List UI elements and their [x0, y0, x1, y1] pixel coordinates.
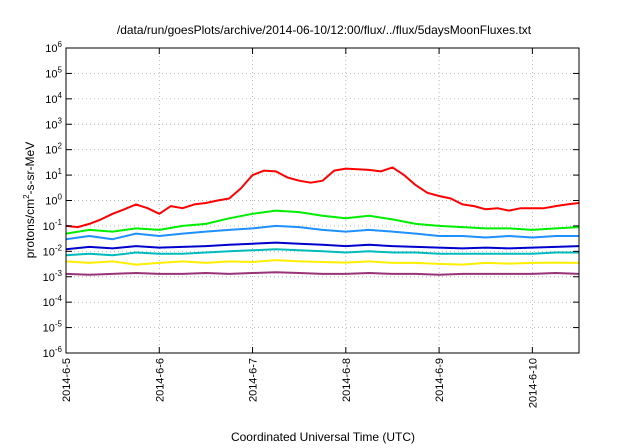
axis-ticks: [65, 47, 579, 354]
y-tick-base: 10: [45, 43, 57, 55]
y-tick-exp: -5: [55, 320, 63, 329]
y-tick-label: 10-5: [43, 320, 63, 335]
y-tick-exp: -1: [55, 218, 63, 227]
y-tick-base: 10: [43, 272, 55, 284]
y-tick-base: 10: [43, 221, 55, 233]
y-tick-exp: 3: [58, 116, 63, 125]
y-tick-base: 10: [45, 119, 57, 131]
y-tick-label: 106: [45, 40, 62, 55]
y-tick-label: 10-1: [43, 218, 63, 233]
y-tick-base: 10: [45, 170, 57, 182]
y-tick-label: 102: [45, 142, 62, 157]
x-tick-label: 2014-6-6: [154, 358, 166, 402]
y-tick-base: 10: [45, 196, 57, 208]
y-tick-exp: 5: [58, 65, 63, 74]
y-tick-label: 103: [45, 116, 62, 131]
grid-lines: [66, 48, 579, 353]
y-tick-exp: 1: [58, 167, 63, 176]
series-line-7: [65, 271, 580, 276]
y-tick-label: 10-2: [43, 243, 63, 258]
y-tick-label: 10-3: [43, 269, 63, 284]
y-tick-exp: -4: [55, 294, 63, 303]
y-tick-exp: 6: [58, 40, 63, 49]
chart-title: /data/run/goesPlots/archive/2014-06-10/1…: [117, 23, 532, 37]
x-tick-label: 2014-6-9: [434, 358, 446, 402]
y-tick-label: 10-6: [43, 345, 63, 360]
y-tick-label: 105: [45, 65, 62, 80]
x-tick-label: 2014-6-8: [341, 358, 353, 402]
y-tick-exp: 2: [58, 142, 63, 151]
x-axis-label: Coordinated Universal Time (UTC): [231, 430, 415, 444]
y-tick-exp: -3: [55, 269, 63, 278]
x-tick-label: 2014-6-5: [61, 358, 73, 402]
y-tick-base: 10: [43, 348, 55, 360]
y-tick-label: 101: [45, 167, 62, 182]
y-tick-exp: 4: [58, 91, 63, 100]
y-tick-exp: -6: [55, 345, 63, 354]
y-tick-exp: 0: [58, 193, 63, 202]
y-axis-label-rest: -s-sr-MeV: [23, 142, 37, 195]
y-tick-label: 10-4: [43, 294, 63, 309]
x-tick-labels: 2014-6-5 2014-6-6 2014-6-7 2014-6-8 2014-6-9…: [61, 358, 539, 408]
series-line-5: [65, 248, 579, 257]
y-tick-exp: -2: [55, 243, 63, 252]
series-line-6: [65, 259, 580, 266]
series-line-2: [65, 209, 580, 235]
series-line-1: [65, 166, 580, 229]
series-line-4: [65, 241, 580, 251]
y-axis-label-base: protons/cm: [23, 199, 37, 258]
y-tick-labels: 10-610-510-410-310-210-11001011021031041…: [43, 40, 63, 360]
y-tick-label: 104: [45, 91, 62, 106]
series-line-3: [65, 224, 579, 241]
y-axis-label-sup: 2: [22, 194, 31, 199]
y-tick-label: 100: [45, 193, 62, 208]
y-tick-base: 10: [45, 145, 57, 157]
y-tick-base: 10: [43, 246, 55, 258]
y-tick-base: 10: [45, 94, 57, 106]
y-tick-base: 10: [43, 297, 55, 309]
x-tick-label: 2014-6-10: [527, 358, 539, 408]
y-tick-base: 10: [45, 68, 57, 80]
x-tick-label: 2014-6-7: [248, 358, 260, 402]
series-layer: [65, 166, 580, 276]
y-axis-label: protons/cm2-s-sr-MeV: [22, 142, 37, 258]
y-tick-base: 10: [43, 323, 55, 335]
